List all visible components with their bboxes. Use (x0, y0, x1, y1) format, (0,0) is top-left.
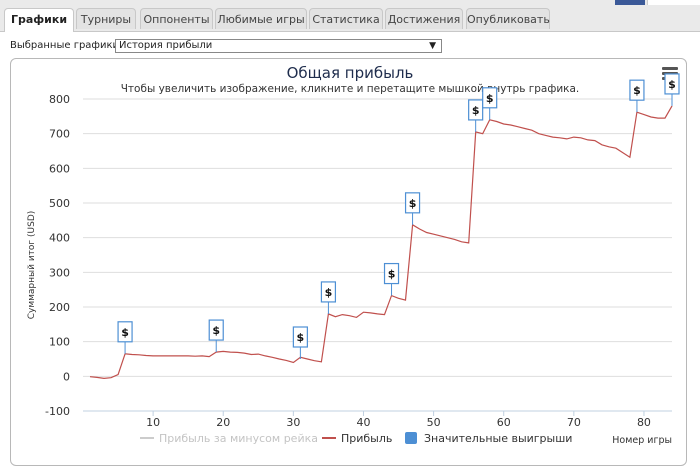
big-win-flag[interactable] (482, 87, 498, 109)
y-tick-label: 600 (49, 162, 70, 175)
y-tick-label: 500 (49, 197, 70, 210)
big-win-flag-label: $ (297, 331, 305, 344)
y-tick-label: 0 (63, 370, 70, 383)
big-win-flag[interactable] (629, 79, 645, 101)
y-tick-label: 100 (49, 336, 70, 349)
x-tick-label: 60 (497, 416, 511, 429)
corner-button[interactable] (615, 0, 700, 5)
big-win-flag-label: $ (633, 84, 641, 97)
menu-icon-bar (662, 67, 678, 70)
big-win-flag[interactable] (117, 321, 133, 343)
corner-button-right[interactable] (647, 0, 700, 5)
big-win-flag-label: $ (121, 326, 129, 339)
tab-charts[interactable]: Графики (4, 8, 74, 32)
x-tick-label: 70 (567, 416, 581, 429)
tab-favorite-games[interactable]: Любимые игры (215, 8, 307, 29)
x-axis-title: Номер игры (612, 435, 672, 446)
chevron-down-icon[interactable]: ▼ (429, 41, 436, 51)
tab-tournaments[interactable]: Турниры (76, 8, 136, 29)
big-win-flag-label: $ (388, 268, 396, 281)
chart-selector-value: История прибыли (119, 40, 213, 51)
top-strip (0, 0, 700, 8)
y-tick-label: 200 (49, 301, 70, 314)
big-win-flag-label: $ (325, 286, 333, 299)
chart-panel (10, 58, 687, 466)
x-tick-label: 30 (286, 416, 300, 429)
y-axis-title: Суммарный итог (USD) (27, 211, 37, 320)
tab-divider (0, 31, 700, 32)
legend-item[interactable]: Значительные выигрыши (424, 432, 572, 445)
tab-statistics[interactable]: Статистика (309, 8, 383, 29)
y-tick-label: 400 (49, 232, 70, 245)
big-win-flag[interactable] (383, 262, 400, 285)
tab-publish[interactable]: Опубликовать (466, 8, 550, 29)
legend-item[interactable]: Прибыль за минусом рейка (159, 432, 318, 445)
big-win-flag[interactable] (404, 192, 421, 214)
big-win-flag[interactable] (292, 326, 308, 348)
y-tick-label: -100 (45, 405, 70, 418)
chart-selector[interactable]: История прибыли ▼ (115, 39, 442, 53)
legend-square-marker (405, 432, 417, 444)
x-tick-label: 10 (146, 416, 160, 429)
y-tick-label: 700 (49, 128, 70, 141)
big-win-flag[interactable] (320, 281, 337, 303)
y-tick-label: 800 (49, 93, 70, 106)
y-tick-label: 300 (49, 266, 70, 279)
profit-series-line (89, 105, 673, 380)
chart-subtitle: Чтобы увеличить изображение, кликните и … (120, 83, 580, 95)
legend-item[interactable]: Прибыль (341, 432, 392, 445)
big-win-flag-label: $ (668, 78, 676, 91)
x-tick-label: 40 (356, 416, 370, 429)
tab-bar: Графики Турниры Оппоненты Любимые игры С… (0, 8, 700, 32)
x-tick-label: 20 (216, 416, 230, 429)
big-win-flag-label: $ (409, 197, 417, 210)
x-tick-label: 80 (637, 416, 651, 429)
big-win-flag-label: $ (472, 104, 480, 117)
selector-label: Выбранные графики: (10, 40, 123, 51)
tab-opponents[interactable]: Оппоненты (140, 8, 213, 29)
big-win-flag-label: $ (486, 92, 494, 105)
big-win-flag-label: $ (212, 324, 220, 337)
x-tick-label: 50 (427, 416, 441, 429)
big-win-flag[interactable] (208, 319, 224, 341)
big-win-flag[interactable] (468, 99, 484, 121)
big-win-flag[interactable] (664, 73, 680, 95)
corner-button-left[interactable] (615, 0, 645, 5)
chart-title: Общая прибыль (286, 64, 414, 82)
tab-achievements[interactable]: Достижения (385, 8, 463, 29)
